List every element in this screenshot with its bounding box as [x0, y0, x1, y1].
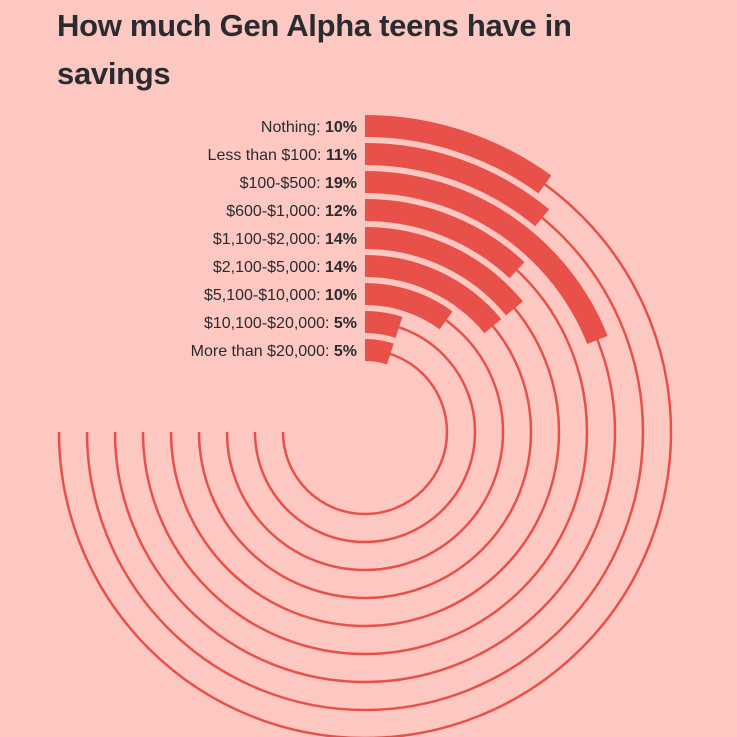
- bar-0: [364, 115, 552, 194]
- category-name: $600-$1,000:: [226, 203, 325, 220]
- category-name: $100-$500:: [240, 175, 325, 192]
- track-ring: [85, 152, 645, 712]
- category-label: $10,100-$20,000: 5%: [204, 315, 357, 332]
- category-name: More than $20,000:: [191, 343, 334, 360]
- track-ring: [57, 124, 673, 737]
- value-label: 10%: [325, 287, 357, 304]
- track-ring: [253, 320, 477, 544]
- value-label: 5%: [334, 343, 357, 360]
- track-ring: [225, 292, 505, 572]
- category-name: Less than $100:: [208, 147, 326, 164]
- value-label: 14%: [325, 259, 357, 276]
- category-label: Nothing: 10%: [261, 119, 357, 136]
- bar-2: [364, 171, 608, 345]
- value-label: 14%: [325, 231, 357, 248]
- category-name: $10,100-$20,000:: [204, 315, 334, 332]
- bar-1: [364, 143, 550, 227]
- bar-5: [364, 255, 502, 334]
- category-label: $1,100-$2,000: 14%: [213, 231, 357, 248]
- category-label: $600-$1,000: 12%: [226, 203, 357, 220]
- category-label: $5,100-$10,000: 10%: [204, 287, 357, 304]
- bar-7: [364, 311, 403, 338]
- bar-4: [364, 227, 523, 316]
- category-name: Nothing:: [261, 119, 325, 136]
- category-label: Less than $100: 11%: [208, 147, 357, 164]
- category-name: $2,100-$5,000:: [213, 259, 325, 276]
- category-label: More than $20,000: 5%: [191, 343, 357, 360]
- value-label: 11%: [326, 147, 357, 164]
- category-label: $100-$500: 19%: [240, 175, 357, 192]
- track-ring: [281, 348, 449, 516]
- chart-title: How much Gen Alpha teens have in savings: [57, 8, 572, 91]
- value-label: 19%: [325, 175, 357, 192]
- category-label: $2,100-$5,000: 14%: [213, 259, 357, 276]
- bar-8: [364, 339, 394, 365]
- value-label: 12%: [325, 203, 357, 220]
- bar-6: [364, 283, 453, 330]
- category-name: $5,100-$10,000:: [204, 287, 325, 304]
- value-label: 10%: [325, 119, 357, 136]
- value-label: 5%: [334, 315, 357, 332]
- category-name: $1,100-$2,000:: [213, 231, 325, 248]
- bar-3: [364, 199, 525, 279]
